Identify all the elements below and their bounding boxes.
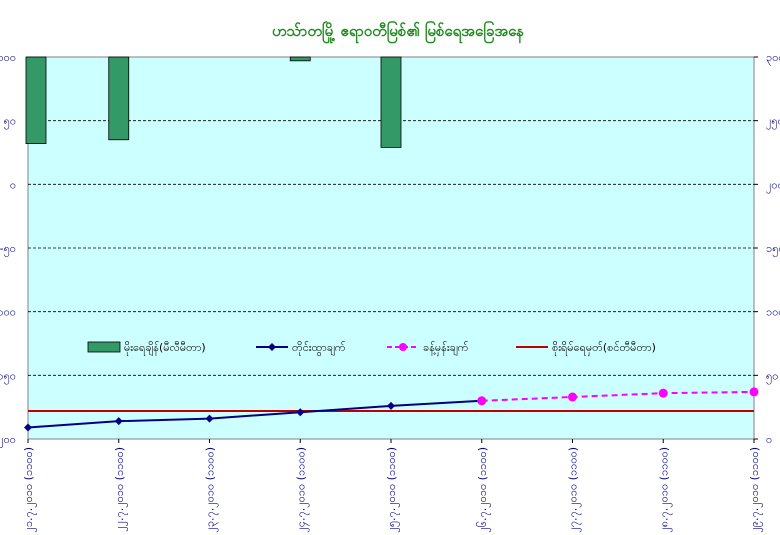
left-axis-tick: ၀ <box>10 178 16 191</box>
legend-label: တိုင်းထွာချက် <box>292 341 346 356</box>
measured-point <box>205 414 214 423</box>
forecast-point <box>658 388 668 398</box>
rain-bar <box>289 56 311 62</box>
right-axis-tick: ၂၅၀ <box>766 115 780 130</box>
x-axis-tick: ၂၂.၇.၂၀၁၀ (၁၁၀၀) <box>113 447 128 532</box>
measured-point <box>24 423 32 432</box>
x-axis-tick: ၂၅.၇.၂၀၁၀ (၁၁၀၀) <box>385 447 400 533</box>
legend-label: မိုးရေချိန်(မီလီမီတာ) <box>124 341 206 356</box>
rain-bar <box>108 56 130 141</box>
x-axis: ၂၁.၇.၂၀၁၀ (၁၁၀၀) ၂၂.၇.၂၀၁၀ (၁၁၀၀) ၂၃.၇.၂၀၁… <box>22 439 763 533</box>
x-axis-tick: ၂၉.၇.၂၀၁၀ (၁၁၀၀) <box>748 447 763 533</box>
measured-point <box>114 417 123 426</box>
right-axis-tick: ၅၀ <box>766 369 778 384</box>
grid-lines <box>28 120 754 376</box>
left-axis-tick: -၂၀၀ <box>0 433 16 448</box>
x-axis-tick: ၂၆.၇.၂၀၁၀ (၁၁၀၀) <box>476 447 491 533</box>
measured-line <box>27 399 482 429</box>
forecast-line <box>481 390 755 402</box>
legend-marker-measured <box>268 343 276 351</box>
legend-label: ခန့်မှန်းချက် <box>423 341 469 356</box>
left-axis-tick: -၅၀ <box>0 242 16 257</box>
left-axis-tick: ၅၀ <box>4 115 16 130</box>
right-axis-tick: ၂၀၀ <box>766 178 780 193</box>
left-axis-tick: ၁၀၀ <box>0 51 16 64</box>
measured-point <box>387 401 395 410</box>
legend-marker-forecast <box>399 343 407 351</box>
rain-bar <box>380 56 402 148</box>
left-axis-tick: -၁၅၀ <box>0 369 16 384</box>
line-series <box>24 387 759 432</box>
x-axis-tick: ၂၈.၇.၂၀၁၀ (၁၁၀၀) <box>657 447 672 533</box>
left-axis-tick: -၁၀၀ <box>0 306 16 319</box>
legend-swatch-bar <box>87 341 121 353</box>
right-axis: ၀ ၅၀ ၁၀၀ ၁၅၀ ၂၀၀ ၂၅၀ ၃၀၀ <box>754 51 780 446</box>
right-axis-tick: ၀ <box>766 433 772 446</box>
right-axis-tick: ၁၅၀ <box>766 242 780 257</box>
legend-label: စိုးရိမ်ရေမှတ်(စင်တီမီတာ) <box>552 341 656 356</box>
x-axis-tick: ၂၇.၇.၂၀၁၀ (၁၁၀၀) <box>567 447 582 533</box>
forecast-point <box>477 396 487 406</box>
forecast-point <box>749 387 759 397</box>
right-axis-tick: ၁၀၀ <box>766 306 780 319</box>
rain-bar <box>25 56 47 144</box>
x-axis-tick: ၂၄.၇.၂၀၁၀ (၁၁၀၀) <box>294 447 309 533</box>
measured-point <box>296 408 305 417</box>
chart-title: ဟသ်ာတမြို့ ဧရာဝတီမြစ်၏ မြစ်ရေအခြေအနေ <box>272 20 524 44</box>
forecast-point <box>568 392 577 402</box>
right-axis-tick: ၃၀၀ <box>766 51 780 66</box>
x-axis-tick: ၂၃.၇.၂၀၁၀ (၁၁၀၀) <box>204 447 219 533</box>
x-axis-tick: ၂၁.၇.၂၀၁၀ (၁၁၀၀) <box>22 447 37 533</box>
bar-series <box>25 56 402 148</box>
legend: မိုးရေချိန်(မီလီမီတာ) တိုင်းထွာချက် ခန့်မှ… <box>87 341 656 356</box>
